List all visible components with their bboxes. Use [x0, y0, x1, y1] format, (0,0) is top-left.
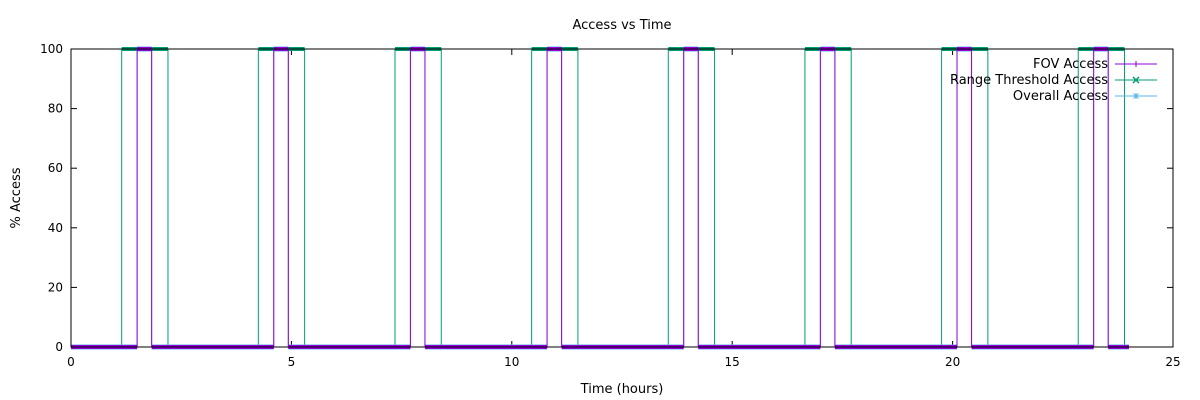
- plot-frame: [70, 48, 1174, 348]
- series-range-threshold-access: [71, 47, 1129, 349]
- x-axis-label: Time (hours): [580, 382, 664, 397]
- chart-title: Access vs Time: [572, 18, 671, 33]
- legend-marker: [1133, 93, 1139, 99]
- legend-label: Overall Access: [1013, 89, 1108, 104]
- y-tick-label: 60: [48, 161, 63, 175]
- y-axis-label: % Access: [9, 167, 24, 228]
- series-layer: [71, 46, 1129, 350]
- series-overall-access: [71, 46, 1129, 350]
- series-fov-access: [71, 47, 1129, 349]
- legend-label: Range Threshold Access: [950, 73, 1108, 88]
- x-tick-label: 10: [504, 355, 519, 369]
- axis-ticks: 0 5 10 15 20 25 0 20 40 60 80 100: [40, 42, 1181, 369]
- x-tick-label: 0: [67, 355, 75, 369]
- legend-label: FOV Access: [1033, 57, 1108, 72]
- x-tick-label: 15: [725, 355, 740, 369]
- y-tick-label: 0: [55, 340, 63, 354]
- legend-marker: [1133, 61, 1139, 67]
- y-tick-label: 20: [48, 280, 63, 294]
- y-tick-label: 100: [40, 42, 63, 56]
- y-tick-label: 40: [48, 221, 63, 235]
- x-tick-label: 25: [1165, 355, 1180, 369]
- x-tick-label: 5: [288, 355, 296, 369]
- legend-marker: [1132, 76, 1140, 84]
- y-tick-label: 80: [48, 102, 63, 116]
- x-tick-label: 20: [945, 355, 960, 369]
